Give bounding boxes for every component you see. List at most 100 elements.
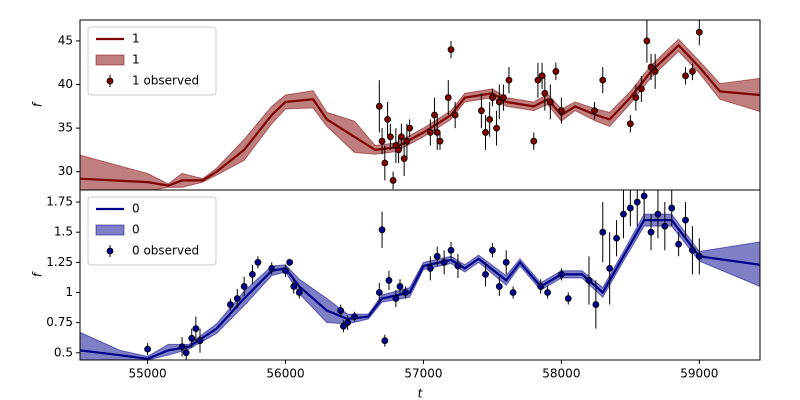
observed-point	[613, 234, 620, 242]
legend-label: 0 observed	[132, 244, 199, 258]
observed-point	[282, 267, 289, 275]
y-tick-label: 1.25	[46, 255, 73, 269]
observed-point	[541, 89, 549, 97]
observed-point	[402, 289, 409, 296]
mean-line	[80, 219, 760, 360]
y-axis-label: f	[31, 271, 45, 277]
legend-label: 1	[132, 53, 140, 67]
observed-point	[592, 301, 600, 308]
observed-point	[378, 137, 386, 145]
observed-point	[395, 146, 403, 154]
x-tick-label: 58000	[542, 367, 580, 381]
y-tick-label: 1	[65, 285, 73, 299]
observed-point	[378, 226, 386, 234]
y-tick-label: 0.5	[54, 345, 73, 359]
observed-point	[351, 313, 358, 320]
observed-point	[433, 252, 441, 260]
observed-point	[290, 283, 298, 290]
observed-point	[444, 94, 452, 101]
observed-point	[392, 295, 400, 302]
legend-label: 0	[132, 223, 140, 237]
y-tick-label: 40	[58, 77, 73, 91]
observed-point	[626, 204, 634, 212]
observed-point	[668, 204, 676, 212]
observed-point	[502, 258, 510, 266]
x-axis-label: t	[418, 387, 424, 400]
plot-area	[80, 20, 760, 190]
observed-point	[482, 270, 489, 278]
observed-point	[486, 115, 494, 123]
observed-point	[403, 137, 411, 145]
observed-point	[144, 345, 151, 353]
legend-box	[87, 26, 217, 96]
observed-point	[637, 85, 645, 93]
observed-point	[538, 72, 546, 80]
observed-point	[397, 133, 405, 141]
observed-point	[233, 295, 241, 302]
observed-point	[695, 28, 703, 36]
observed-point	[344, 319, 351, 327]
observed-point	[406, 124, 414, 132]
observed-point	[489, 246, 496, 254]
observed-point	[426, 264, 434, 272]
observed-point	[654, 210, 662, 218]
observed-point	[254, 258, 262, 266]
observed-point	[196, 337, 204, 345]
observed-point	[433, 129, 441, 136]
observed-point	[385, 277, 393, 284]
y-tick-label: 30	[58, 164, 73, 178]
observed-point	[689, 246, 696, 254]
y-tick-label: 45	[58, 33, 73, 47]
observed-point	[286, 258, 294, 266]
plot-area	[80, 190, 760, 360]
observed-point	[381, 337, 389, 345]
observed-point	[509, 289, 517, 296]
observed-point	[268, 264, 276, 272]
observed-point	[552, 68, 560, 75]
observed-point	[647, 228, 655, 236]
observed-point	[489, 94, 496, 101]
y-axis-label: f	[31, 101, 45, 107]
observed-point	[447, 246, 455, 254]
observed-point	[682, 72, 689, 80]
observed-point	[436, 137, 444, 145]
observed-point	[249, 270, 256, 278]
observed-point	[626, 120, 634, 128]
observed-point	[557, 107, 565, 115]
observed-point	[647, 63, 655, 71]
legend-box	[87, 196, 217, 266]
observed-point	[386, 133, 394, 141]
observed-point	[643, 37, 651, 45]
observed-point	[632, 94, 640, 101]
observed-point	[534, 76, 542, 84]
legend-label: 0	[132, 202, 140, 216]
y-tick-label: 1.5	[54, 225, 73, 239]
observed-point	[530, 137, 538, 145]
observed-point	[375, 289, 383, 296]
y-tick-label: 1.75	[46, 195, 73, 209]
x-tick-label: 56000	[266, 367, 304, 381]
y-tick-label: 35	[58, 121, 73, 135]
axes-frame	[79, 189, 761, 361]
observed-point	[546, 98, 554, 106]
observed-point	[689, 68, 696, 75]
observed-point	[633, 198, 641, 206]
observed-point	[337, 307, 345, 314]
observed-point	[599, 76, 607, 84]
observed-point	[495, 98, 503, 106]
observed-point	[675, 240, 683, 248]
observed-point	[389, 177, 397, 184]
observed-point	[482, 129, 489, 136]
observed-point	[396, 283, 404, 290]
observed-point	[564, 295, 572, 302]
legend-band	[95, 224, 125, 236]
legend-band	[95, 54, 125, 66]
observed-point	[591, 107, 598, 115]
observed-point	[505, 76, 513, 84]
x-tick-label: 57000	[404, 367, 442, 381]
observed-point	[477, 107, 485, 115]
observed-point	[295, 289, 303, 296]
observed-point	[226, 301, 234, 308]
